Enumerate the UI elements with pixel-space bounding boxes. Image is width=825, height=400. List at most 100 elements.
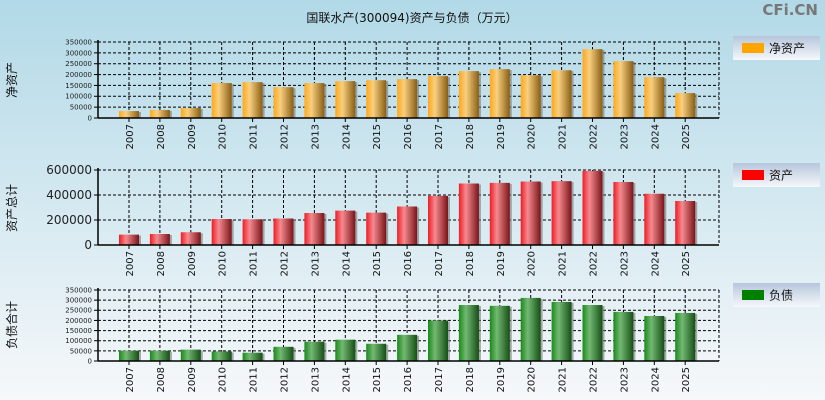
bar-2020 [520,181,541,245]
legend: 净资产 [733,36,820,60]
chart-panel-2: 0 50000 100000 150000 200000 250000 300000 3500… [4,283,820,392]
legend-swatch [742,43,764,53]
x-tick-label: 2018 [465,367,476,392]
bar-2007 [119,234,139,245]
chart-panel-1: 0 200000 400000 600000 2007 2008 2009 2010 2011 2… [5,163,820,276]
legend: 资产 [733,163,820,187]
bar-2012 [273,87,294,118]
x-tick-label: 2008 [156,251,167,276]
bar-2021 [551,301,572,361]
bar-2016 [397,206,418,245]
x-tick-label: 2024 [650,124,661,149]
y-tick-label: 100000 [65,93,92,101]
bar-2011 [242,82,263,118]
x-tick-label: 2021 [558,251,569,276]
x-tick-label: 2009 [187,367,198,392]
x-tick-label: 2007 [125,251,136,276]
x-tick-label: 2008 [156,367,167,392]
bar-2011 [242,219,263,245]
x-tick-label: 2014 [341,124,352,149]
y-tick-label: 300000 [65,49,92,57]
x-tick-label: 2016 [403,367,414,392]
y-tick-label: 50000 [70,104,92,112]
bar-2014 [335,81,356,118]
y-tick-label: 250000 [65,307,92,315]
bar-2024 [644,77,665,118]
bar-2013 [304,213,325,245]
bar-2015 [366,80,387,118]
y-axis-title: 资产总计 [5,184,19,232]
x-tick-label: 2017 [434,367,445,392]
y-tick-label: 0 [88,114,92,122]
bar-2012 [273,218,294,245]
x-tick-label: 2010 [218,367,229,392]
x-tick-label: 2011 [249,367,260,392]
x-tick-label: 2009 [187,251,198,276]
bar-2013 [304,83,325,118]
x-tick-label: 2020 [527,124,538,149]
bar-2007 [119,111,139,118]
bar-2024 [644,315,665,361]
y-tick-label: 200000 [46,213,92,227]
bar-2014 [335,210,356,245]
x-tick-label: 2013 [310,251,321,276]
bar-2018 [458,71,479,118]
bar-2009 [180,108,201,118]
bar-2015 [366,343,387,361]
x-tick-label: 2024 [650,367,661,392]
bar-2022 [582,170,603,245]
bar-2020 [520,75,541,118]
bar-2024 [644,193,665,245]
bar-2015 [366,212,387,245]
x-tick-label: 2024 [650,251,661,276]
x-tick-label: 2012 [280,251,291,276]
x-tick-label: 2025 [681,124,692,149]
bar-2008 [149,109,170,118]
bar-2017 [428,195,448,245]
y-tick-label: 200000 [65,317,92,325]
x-tick-label: 2014 [341,367,352,392]
y-tick-label: 200000 [65,71,92,79]
y-tick-label: 350000 [65,286,92,294]
bar-2025 [675,201,696,245]
x-tick-label: 2021 [558,367,569,392]
bar-2016 [397,79,418,118]
bar-2017 [428,76,448,118]
x-tick-label: 2010 [218,251,229,276]
x-tick-label: 2018 [465,124,476,149]
bar-2010 [211,219,232,245]
x-tick-label: 2022 [589,251,600,276]
watermark: CFi.CN [762,1,818,19]
x-tick-label: 2020 [527,251,538,276]
y-tick-label: 150000 [65,82,92,90]
legend-label: 负债 [769,289,793,303]
y-tick-label: 50000 [70,347,92,355]
legend-swatch [742,170,764,180]
y-tick-label: 150000 [65,327,92,335]
bar-2007 [119,350,139,361]
x-tick-label: 2011 [249,251,260,276]
bar-2009 [180,232,201,245]
bar-2022 [582,49,603,119]
bar-2018 [458,183,479,245]
x-tick-label: 2022 [589,367,600,392]
bar-2021 [551,70,572,118]
bar-2025 [675,312,696,361]
bar-2025 [675,93,696,118]
x-tick-label: 2022 [589,124,600,149]
bar-2012 [273,346,294,361]
x-tick-label: 2011 [249,124,260,149]
x-tick-label: 2007 [125,124,136,149]
bar-2018 [458,305,479,361]
y-tick-label: 100000 [65,337,92,345]
x-tick-label: 2015 [372,367,383,392]
bar-2023 [613,61,634,118]
x-tick-label: 2013 [310,367,321,392]
bar-2014 [335,339,356,361]
bar-2019 [489,182,510,245]
x-tick-label: 2016 [403,124,414,149]
x-tick-label: 2012 [280,367,291,392]
x-tick-label: 2017 [434,251,445,276]
x-tick-label: 2023 [619,251,630,276]
